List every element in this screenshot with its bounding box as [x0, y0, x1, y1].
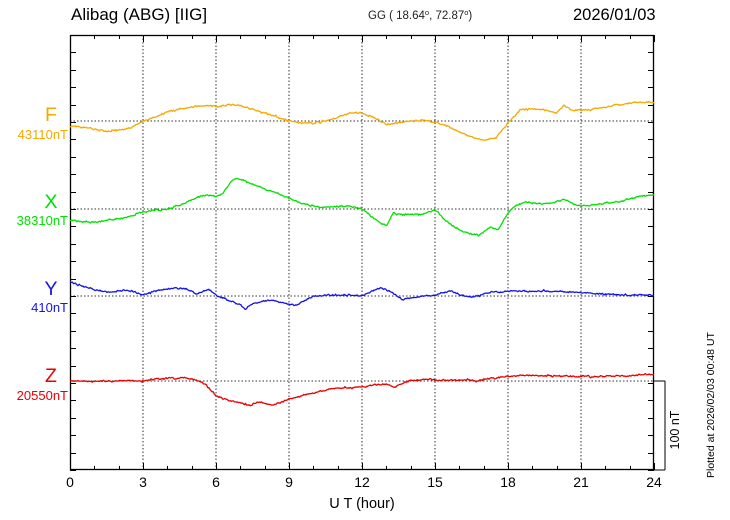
svg-text:410nT: 410nT — [31, 300, 68, 315]
svg-text:F: F — [45, 104, 57, 126]
svg-text:21: 21 — [573, 474, 589, 490]
svg-text:18: 18 — [500, 474, 516, 490]
svg-text:20550nT: 20550nT — [17, 388, 68, 403]
svg-text:X: X — [44, 191, 57, 213]
svg-text:Plotted at 2026/02/03 00:48 UT: Plotted at 2026/02/03 00:48 UT — [705, 331, 717, 478]
svg-text:3: 3 — [139, 474, 147, 490]
svg-text:9: 9 — [285, 474, 293, 490]
svg-text:15: 15 — [427, 474, 443, 490]
svg-text:U T (hour): U T (hour) — [329, 496, 395, 512]
svg-text:2026/01/03: 2026/01/03 — [573, 6, 656, 24]
svg-text:Alibag (ABG) [IIG]: Alibag (ABG) [IIG] — [71, 5, 207, 24]
svg-text:24: 24 — [646, 474, 662, 490]
svg-text:Z: Z — [45, 365, 57, 387]
svg-text:100 nT: 100 nT — [668, 410, 682, 449]
svg-text:38310nT: 38310nT — [17, 213, 68, 228]
svg-text:0: 0 — [66, 474, 74, 490]
svg-text:GG ( 18.64o, 72.87o): GG ( 18.64o, 72.87o) — [368, 8, 472, 23]
svg-text:12: 12 — [354, 474, 370, 490]
svg-text:6: 6 — [212, 474, 220, 490]
svg-text:43110nT: 43110nT — [18, 127, 68, 142]
svg-text:Y: Y — [44, 278, 57, 300]
